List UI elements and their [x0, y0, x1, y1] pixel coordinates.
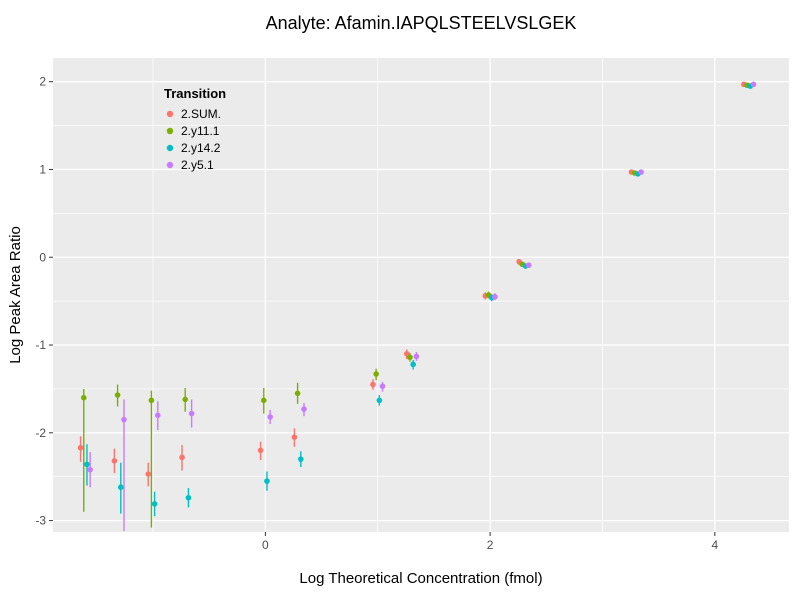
y-tick-label: -1: [35, 338, 46, 352]
legend-key-dot: [166, 127, 174, 135]
x-tick-label: 2: [487, 538, 494, 552]
series-2.y5.1: [87, 81, 757, 532]
legend-key-dot: [166, 110, 174, 118]
series-2.y14.2: [84, 83, 754, 517]
x-axis: 0 2 4: [262, 532, 718, 552]
y-axis-label: Log Peak Area Ratio: [7, 226, 24, 364]
data-points: [77, 81, 757, 532]
x-axis-label: Log Theoretical Concentration (fmol): [299, 570, 542, 587]
x-tick-label: 4: [711, 538, 718, 552]
y-tick-label: 0: [39, 250, 46, 264]
y-tick-label: 1: [39, 162, 46, 176]
series-2.SUM.: [77, 81, 747, 487]
legend-key-dot: [166, 161, 174, 169]
plot-panel: [53, 58, 789, 532]
series-2.y11.1: [80, 82, 750, 528]
legend-key-dot: [166, 144, 174, 152]
legend-title: Transition: [164, 86, 226, 101]
x-tick-label: 0: [262, 538, 269, 552]
gridlines: [53, 58, 789, 532]
legend-item-label: 2.SUM.: [181, 107, 221, 121]
y-tick-label: 2: [39, 75, 46, 89]
legend-item-label: 2.y14.2: [181, 141, 221, 155]
legend: Transition 2.SUM. 2.y11.1 2.y14.2 2.y5.1: [164, 86, 226, 172]
y-tick-label: -2: [35, 426, 46, 440]
legend-item-label: 2.y5.1: [181, 158, 214, 172]
y-tick-label: -3: [35, 514, 46, 528]
legend-item-label: 2.y11.1: [181, 124, 220, 138]
chart-title: Analyte: Afamin.IAPQLSTEELVSLGEK: [266, 13, 577, 33]
y-axis: -3 -2 -1 0 1 2: [35, 75, 53, 528]
